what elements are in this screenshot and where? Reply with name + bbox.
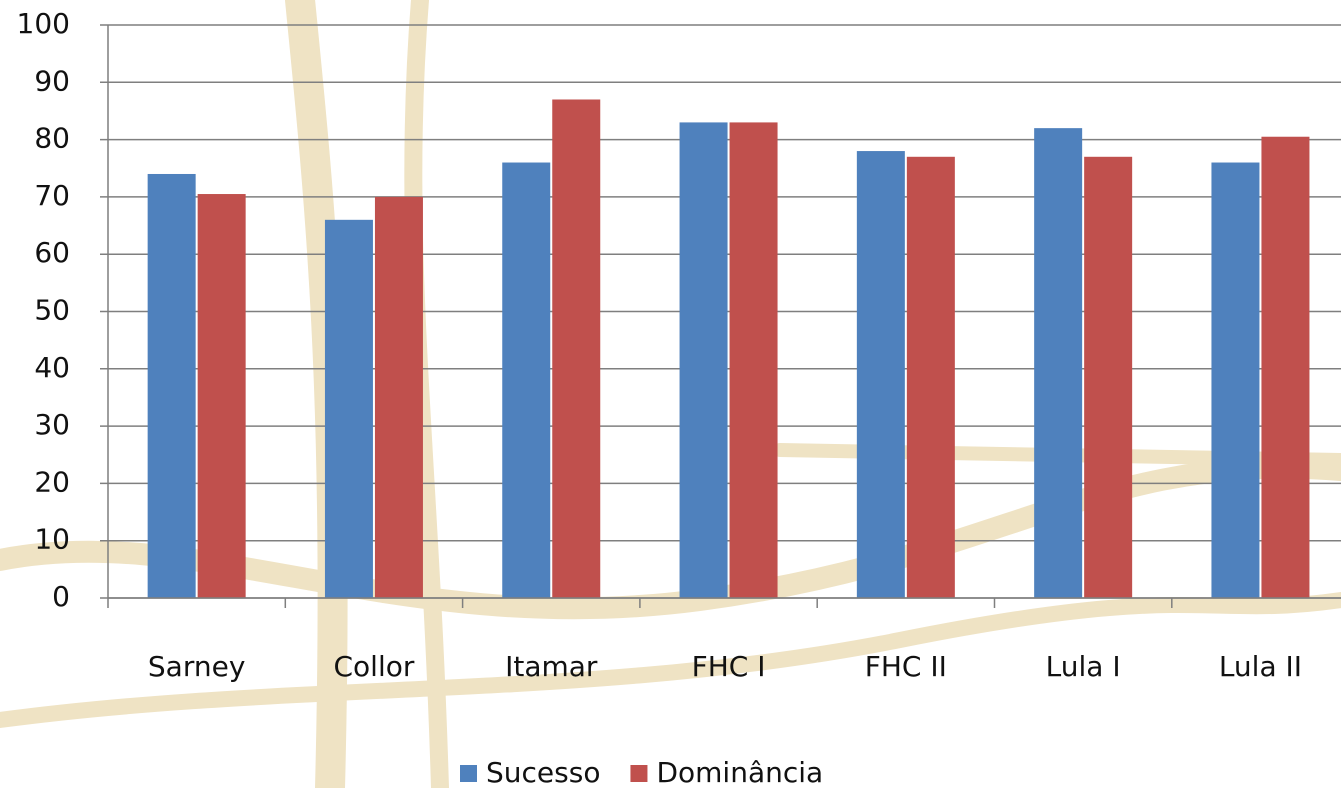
x-tick-label: Itamar bbox=[505, 650, 598, 683]
y-tick-label: 10 bbox=[34, 523, 70, 556]
legend-swatch bbox=[630, 765, 648, 782]
bar bbox=[324, 219, 373, 598]
y-tick-label: 70 bbox=[34, 179, 70, 212]
bar bbox=[197, 194, 246, 598]
legend-label: Sucesso bbox=[486, 756, 600, 788]
y-tick-label: 0 bbox=[52, 580, 70, 613]
bar bbox=[552, 99, 601, 599]
y-tick-label: 80 bbox=[34, 122, 70, 155]
bar bbox=[856, 151, 905, 598]
bar bbox=[1211, 162, 1260, 598]
x-tick-label: Sarney bbox=[148, 650, 246, 683]
y-tick-label: 90 bbox=[34, 64, 70, 97]
x-tick-label: Collor bbox=[334, 650, 415, 683]
bar bbox=[1261, 136, 1310, 599]
bar bbox=[906, 156, 955, 599]
y-tick-label: 60 bbox=[34, 236, 70, 269]
bar bbox=[374, 196, 423, 598]
y-tick-label: 20 bbox=[34, 465, 70, 498]
x-tick-label: FHC I bbox=[692, 650, 766, 683]
y-tick-label: 100 bbox=[17, 7, 70, 40]
bar bbox=[147, 173, 196, 599]
legend-label: Dominância bbox=[656, 756, 823, 788]
bar bbox=[1034, 128, 1083, 598]
x-tick-label: Lula I bbox=[1046, 650, 1121, 683]
y-tick-label: 40 bbox=[34, 351, 70, 384]
x-tick-label: Lula II bbox=[1219, 650, 1302, 683]
x-tick-label: FHC II bbox=[865, 650, 947, 683]
bar bbox=[729, 122, 778, 598]
bar bbox=[679, 122, 728, 598]
y-tick-label: 50 bbox=[34, 294, 70, 327]
bar bbox=[1084, 156, 1133, 599]
y-tick-label: 30 bbox=[34, 408, 70, 441]
legend-swatch bbox=[460, 765, 477, 782]
bar bbox=[502, 162, 551, 598]
